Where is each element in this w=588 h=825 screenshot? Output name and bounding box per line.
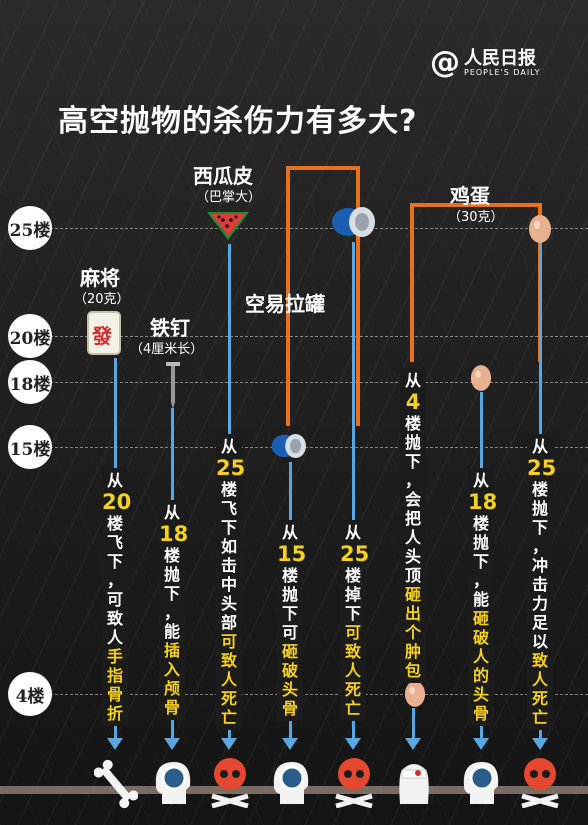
floor-line-25 xyxy=(50,228,588,229)
desc-egg-25: 从 25 楼抛下，冲击力足以致人死亡 xyxy=(527,434,556,730)
skull-crossbones-icon-egg xyxy=(521,758,559,808)
mahjong-tile-icon xyxy=(87,311,121,355)
arrow-can-25 xyxy=(345,242,361,750)
desc-mahjong: 从 20 楼飞下，可致人手指骨折 xyxy=(102,468,131,726)
floor-line-20 xyxy=(50,336,588,337)
egg-icon-25 xyxy=(529,215,551,243)
floor-badge-15: 15楼 xyxy=(8,425,52,469)
arrow-egg-4 xyxy=(405,708,421,750)
desc-egg-18: 从 18 楼抛下，能砸破人的头骨 xyxy=(468,468,497,726)
desc-can-15: 从 15 楼抛下可砸破头骨 xyxy=(277,520,306,721)
page-title: 高空抛物的杀伤力有多大? xyxy=(58,104,418,139)
can-bracket xyxy=(286,166,360,426)
skull-xray-icon-egg xyxy=(463,762,499,804)
injured-head-icon xyxy=(399,764,429,804)
nail-note: （4厘米长） xyxy=(130,342,204,357)
mahjong-label: 麻将 xyxy=(80,266,120,290)
desc-can-25: 从 25 楼掉下可致人死亡 xyxy=(340,520,369,721)
can-icon-15 xyxy=(271,434,306,458)
egg-icon-18 xyxy=(470,365,492,391)
skull-xray-icon-nail xyxy=(155,762,191,804)
floor-badge-20: 20楼 xyxy=(8,314,52,358)
egg-icon-4 xyxy=(404,681,426,707)
watermelon-label: 西瓜皮 xyxy=(193,164,253,188)
egg-note: （30克） xyxy=(448,210,504,225)
skull-crossbones-icon-watermelon xyxy=(211,758,249,808)
can-label: 空易拉罐 xyxy=(245,292,325,316)
mahjong-tile-character: 發 xyxy=(92,324,112,348)
can-icon-25 xyxy=(332,207,375,237)
desc-watermelon: 从 25 楼飞下如击中头部可致人死亡 xyxy=(216,434,245,730)
egg-label: 鸡蛋 xyxy=(450,184,490,208)
skull-crossbones-icon-can xyxy=(335,758,373,808)
skull-xray-icon-can xyxy=(273,762,309,804)
brand-name-cn: 人民日报 xyxy=(464,47,536,69)
egg-bracket xyxy=(410,203,542,362)
bone-icon xyxy=(94,759,138,809)
nail-icon xyxy=(166,362,180,409)
brand-logo: @ 人民日报 PEOPLE'S DAILY xyxy=(430,48,540,78)
floor-badge-18: 18楼 xyxy=(8,360,52,404)
watermelon-icon xyxy=(207,212,249,240)
floor-line-4 xyxy=(50,694,588,695)
floor-line-15 xyxy=(50,447,588,448)
mahjong-note: （20克） xyxy=(74,292,130,307)
brand-at-symbol: @ xyxy=(430,45,460,80)
floor-badge-4: 4楼 xyxy=(8,672,52,716)
floor-badge-25: 25楼 xyxy=(8,206,52,250)
watermelon-note: （巴掌大） xyxy=(196,190,262,205)
nail-label: 铁钉 xyxy=(150,316,190,340)
desc-nail: 从 18 楼抛下，能插入颅骨 xyxy=(159,500,188,720)
floor-line-18 xyxy=(50,382,588,383)
brand-name-en: PEOPLE'S DAILY xyxy=(464,67,541,77)
